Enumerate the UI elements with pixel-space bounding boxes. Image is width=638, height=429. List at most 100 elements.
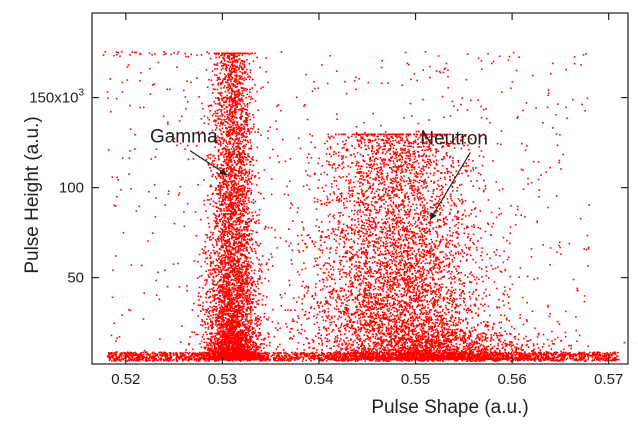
data-point <box>205 301 208 303</box>
data-point <box>234 180 236 182</box>
data-point <box>232 102 234 104</box>
data-point <box>263 169 266 171</box>
data-point <box>246 316 248 318</box>
data-point <box>231 93 233 95</box>
data-point <box>228 326 231 329</box>
data-point <box>229 225 232 227</box>
data-point <box>232 85 234 87</box>
data-point <box>238 290 241 293</box>
data-point <box>244 291 247 294</box>
data-point <box>211 84 214 86</box>
data-point <box>230 340 233 343</box>
data-point <box>218 304 220 306</box>
data-point <box>240 78 243 81</box>
data-point <box>234 212 237 215</box>
data-point <box>230 166 232 169</box>
data-point <box>239 333 242 336</box>
data-point <box>228 111 231 113</box>
data-point <box>215 218 218 220</box>
data-point <box>244 256 246 259</box>
data-point <box>234 74 236 77</box>
data-point <box>245 260 247 262</box>
data-point <box>229 201 232 203</box>
data-point <box>242 250 245 252</box>
data-point <box>234 67 236 70</box>
data-point <box>233 327 236 329</box>
data-point <box>243 169 245 171</box>
data-point <box>228 273 231 276</box>
data-point <box>259 316 262 318</box>
data-point <box>225 100 227 102</box>
data-point <box>251 358 254 360</box>
data-point <box>245 89 247 92</box>
data-point <box>233 96 236 99</box>
data-point <box>215 127 218 129</box>
data-point <box>221 312 223 314</box>
data-point <box>240 339 242 342</box>
data-point <box>203 122 206 124</box>
data-point <box>246 289 249 292</box>
data-point <box>234 270 236 272</box>
data-point <box>213 339 216 341</box>
data-point <box>244 319 247 322</box>
data-point <box>220 61 223 63</box>
data-point <box>242 305 244 308</box>
data-point <box>254 306 257 309</box>
data-point <box>228 266 230 269</box>
data-point <box>247 299 249 302</box>
data-point <box>214 295 216 298</box>
data-point <box>236 66 238 68</box>
data-point <box>245 176 247 179</box>
data-point <box>227 350 230 353</box>
data-point <box>232 65 235 67</box>
data-point <box>214 306 217 308</box>
data-point <box>233 255 236 257</box>
data-point <box>233 264 235 266</box>
data-point <box>251 346 254 349</box>
data-point <box>243 311 245 313</box>
data-point <box>234 176 236 178</box>
data-point <box>228 161 230 163</box>
data-point <box>246 354 248 357</box>
data-point <box>204 284 207 286</box>
data-point <box>240 341 243 343</box>
data-point <box>245 159 247 161</box>
data-point <box>206 333 208 336</box>
data-point <box>220 308 223 311</box>
data-point <box>225 331 227 333</box>
data-point <box>256 214 258 217</box>
data-point <box>232 307 234 310</box>
data-point <box>269 341 271 344</box>
data-point <box>224 332 226 334</box>
data-point <box>242 311 244 313</box>
data-point <box>218 189 221 191</box>
data-point <box>232 119 234 121</box>
data-point <box>258 270 260 272</box>
data-point <box>235 237 238 239</box>
data-point <box>243 243 245 246</box>
data-point <box>239 152 241 155</box>
data-point <box>225 186 228 188</box>
data-point <box>222 142 225 144</box>
data-point <box>233 316 235 319</box>
data-point <box>229 108 232 110</box>
data-point <box>255 222 257 224</box>
data-point <box>226 325 229 327</box>
data-point <box>226 210 229 213</box>
data-point <box>239 288 242 290</box>
data-point <box>214 214 217 217</box>
data-point <box>224 313 226 315</box>
data-point <box>234 120 236 123</box>
data-point <box>262 86 264 88</box>
data-point <box>214 308 216 310</box>
data-point <box>232 342 235 344</box>
data-point <box>221 344 223 347</box>
data-point <box>238 93 240 96</box>
data-point <box>221 138 224 140</box>
data-point <box>224 342 227 344</box>
data-point <box>231 248 233 251</box>
data-point <box>226 332 229 334</box>
data-point <box>255 316 257 319</box>
data-point <box>254 323 256 325</box>
data-point <box>239 190 242 192</box>
